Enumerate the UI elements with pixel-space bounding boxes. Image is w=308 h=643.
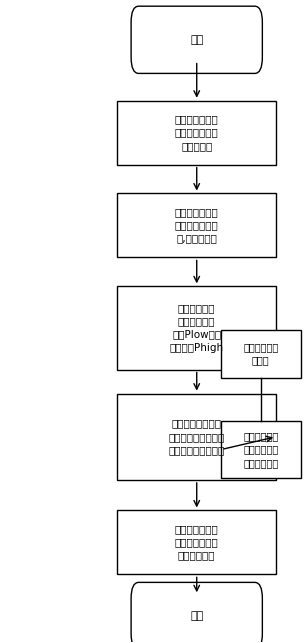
Text: 开始: 开始: [190, 35, 203, 45]
FancyBboxPatch shape: [117, 286, 276, 370]
FancyBboxPatch shape: [221, 329, 301, 377]
Text: 输入光伏功率预
测与负荷功率预
测,并计算差值: 输入光伏功率预 测与负荷功率预 测,并计算差值: [175, 207, 219, 244]
FancyBboxPatch shape: [131, 6, 262, 73]
Text: 控制系统经计算判
别，输出蓄电池和超
级电容器的参考功率: 控制系统经计算判 别，输出蓄电池和超 级电容器的参考功率: [168, 419, 225, 455]
FancyBboxPatch shape: [117, 511, 276, 574]
Text: 超级电容器荷
电状态: 超级电容器荷 电状态: [243, 342, 278, 365]
FancyBboxPatch shape: [131, 583, 262, 643]
Text: 控制系统控制蓄
电池和超级电容
器充放电功率: 控制系统控制蓄 电池和超级电容 器充放电功率: [175, 524, 219, 561]
Text: 小波包分解法
计算，低频分
量为Plow，高
频分量为Phigh: 小波包分解法 计算，低频分 量为Plow，高 频分量为Phigh: [170, 303, 224, 353]
FancyBboxPatch shape: [117, 394, 276, 480]
Text: 结束: 结束: [190, 611, 203, 621]
FancyBboxPatch shape: [221, 421, 301, 478]
FancyBboxPatch shape: [117, 194, 276, 257]
Text: 蓄电池电流、
荷电状态、最
大充放电功率: 蓄电池电流、 荷电状态、最 大充放电功率: [243, 431, 278, 467]
FancyBboxPatch shape: [117, 100, 276, 165]
Text: 光伏电池光伏功
率预测及负荷功
率预测输入: 光伏电池光伏功 率预测及负荷功 率预测输入: [175, 114, 219, 151]
